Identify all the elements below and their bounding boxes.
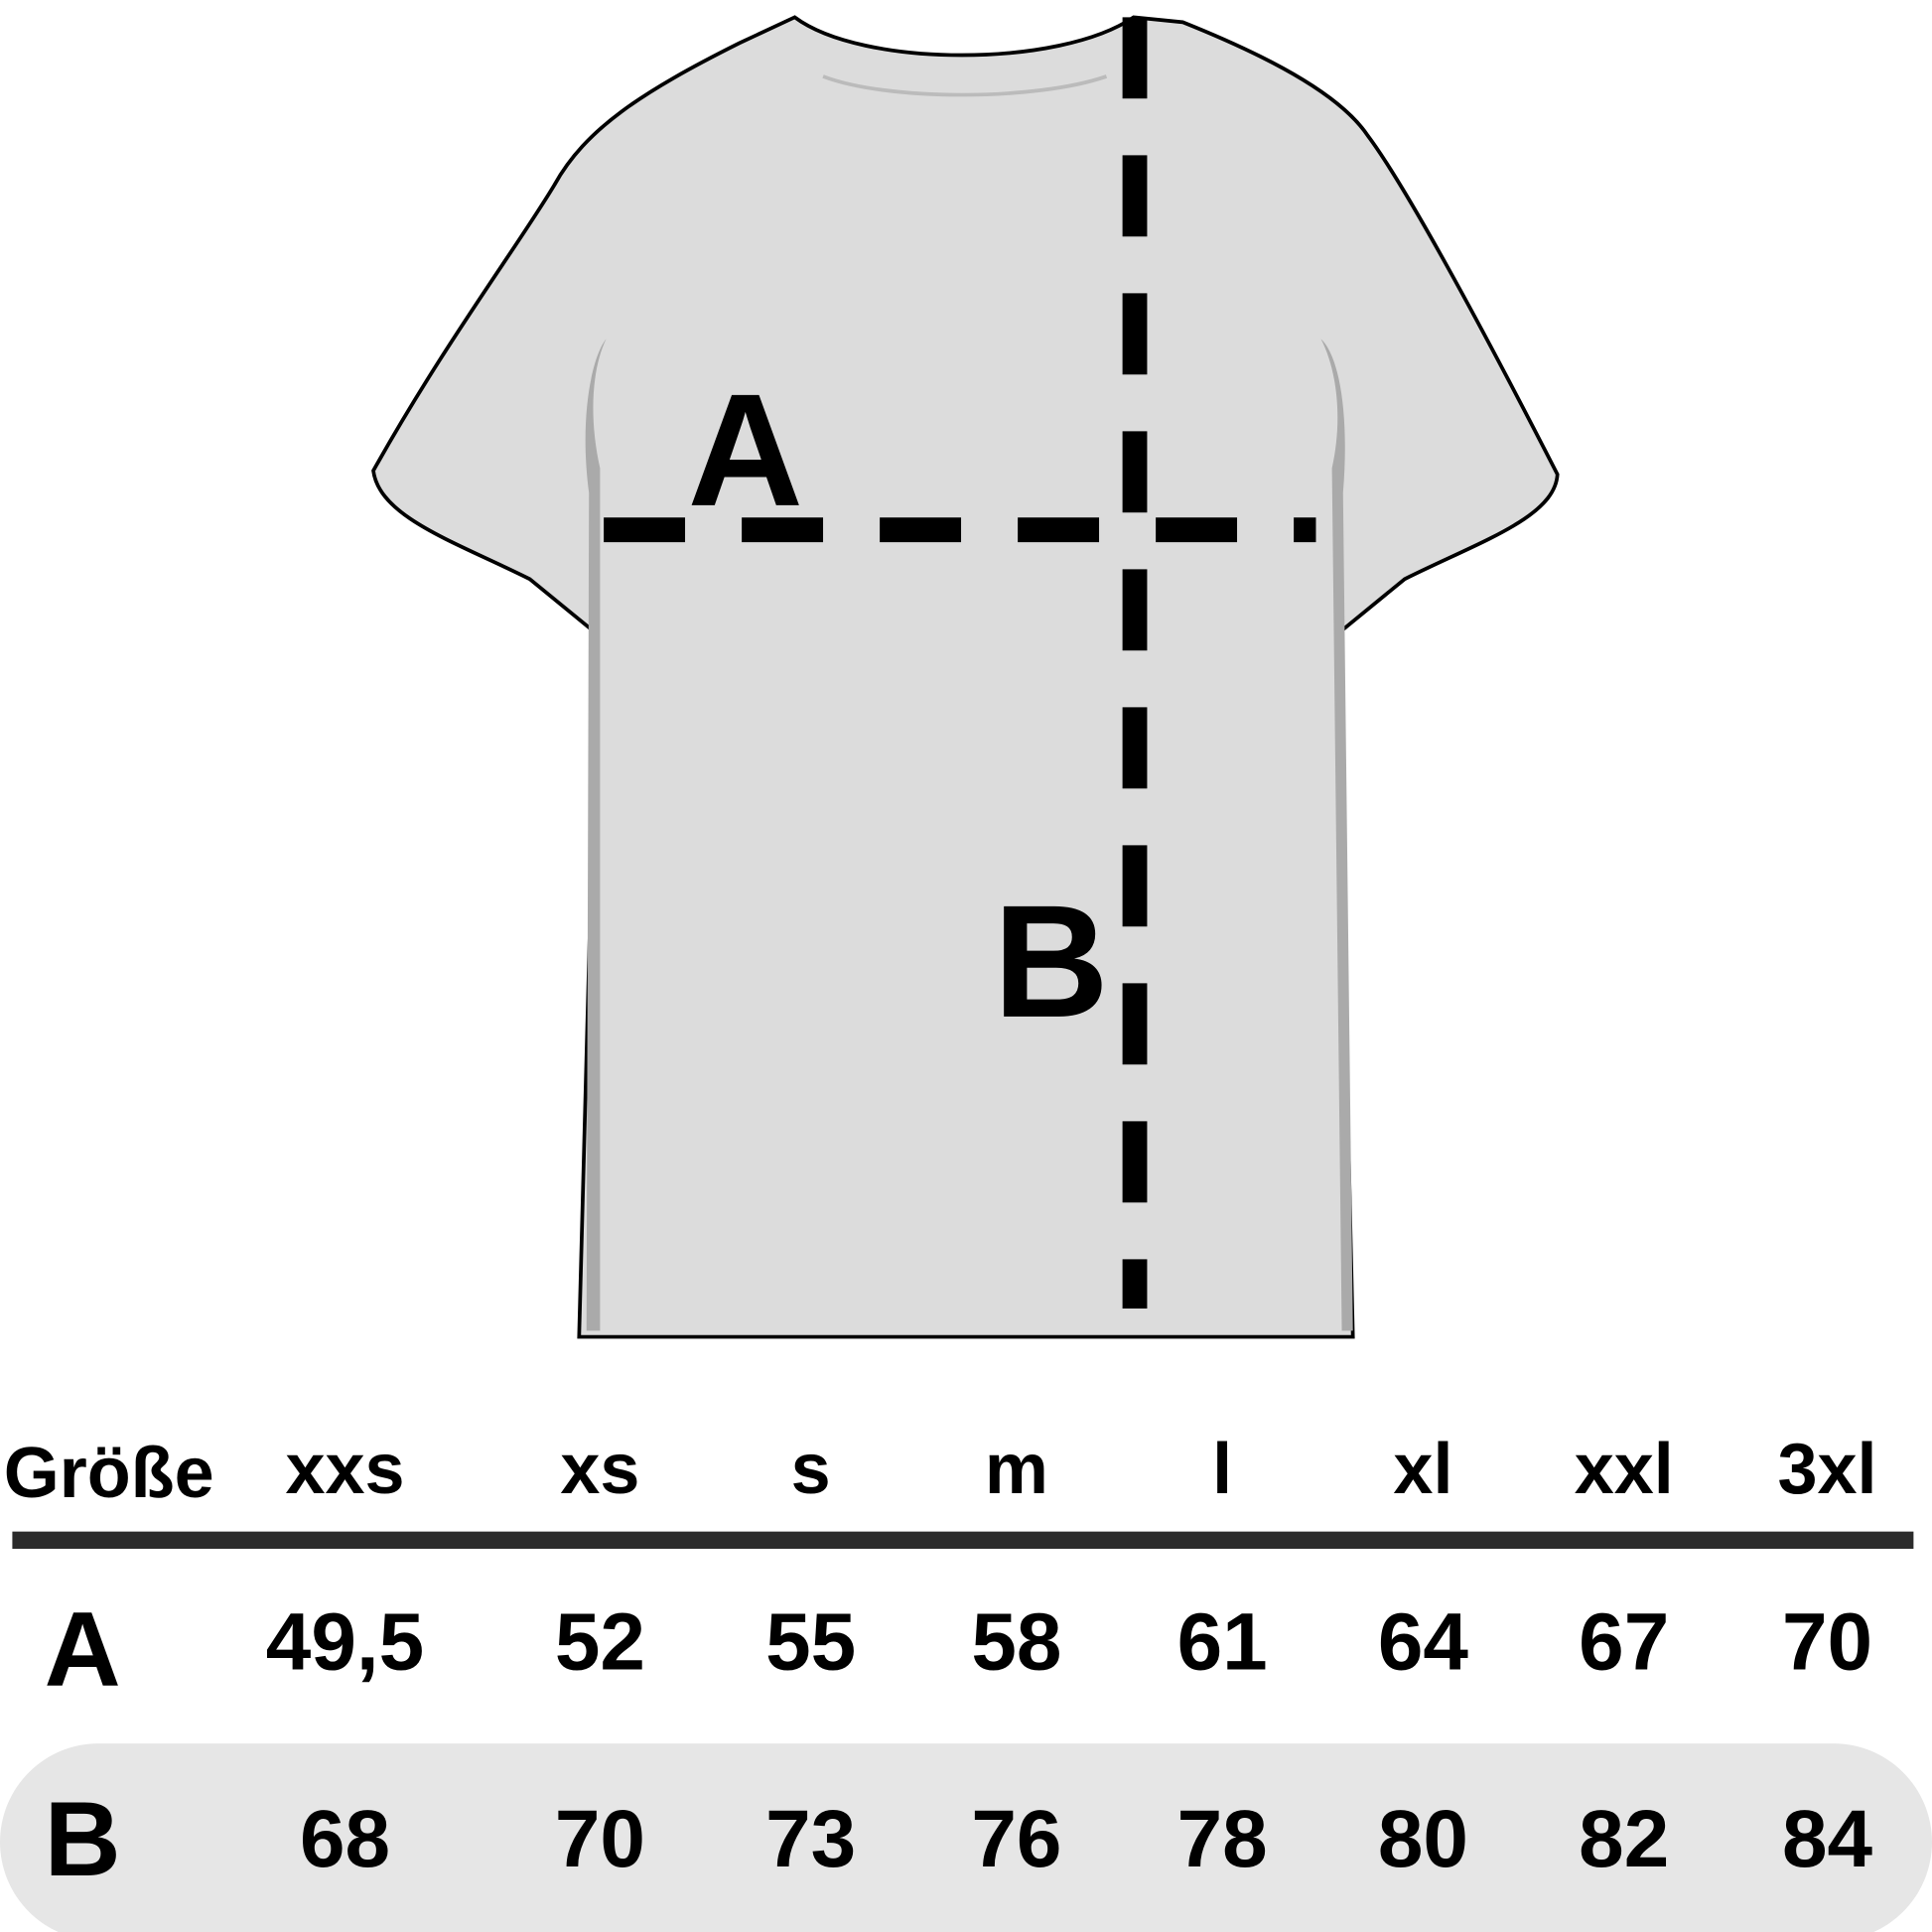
cell-b-xl: 80 bbox=[1378, 1794, 1468, 1884]
size-header-3xl: 3xl bbox=[1777, 1430, 1876, 1509]
cell-b-xs: 70 bbox=[555, 1794, 645, 1884]
header-divider bbox=[12, 1531, 1914, 1550]
size-header-xxl: xxl bbox=[1575, 1430, 1674, 1509]
row-b-band bbox=[0, 1743, 1932, 1932]
cell-b-xxs: 68 bbox=[300, 1794, 390, 1884]
size-table: Größe xxs xs s m l xl xxl 3xl A B 49,5 52 55 58 61 6… bbox=[0, 1430, 1932, 1932]
cell-a-3xl: 70 bbox=[1782, 1597, 1872, 1688]
cell-a-s: 55 bbox=[765, 1597, 856, 1688]
size-header-xl: xl bbox=[1393, 1430, 1452, 1509]
table-values: 49,5 52 55 58 61 64 67 70 68 70 73 76 78 80 82 84 bbox=[266, 1597, 1873, 1885]
cell-a-xs: 52 bbox=[555, 1597, 645, 1688]
tshirt-diagram: A B bbox=[371, 15, 1560, 1339]
cell-b-l: 78 bbox=[1177, 1794, 1268, 1884]
row-a-label: A bbox=[45, 1589, 121, 1709]
cell-b-xxl: 82 bbox=[1579, 1794, 1669, 1884]
cell-a-xxs: 49,5 bbox=[266, 1597, 424, 1688]
cell-a-l: 61 bbox=[1177, 1597, 1268, 1688]
size-header-xxs: xxs bbox=[285, 1430, 404, 1509]
cell-b-3xl: 84 bbox=[1782, 1794, 1873, 1884]
right-fold-shadow bbox=[1320, 339, 1353, 1331]
row-b-label: B bbox=[45, 1779, 121, 1898]
left-fold-shadow bbox=[585, 339, 607, 1331]
cell-a-m: 58 bbox=[971, 1597, 1061, 1688]
size-header-s: s bbox=[791, 1430, 831, 1509]
size-header-l: l bbox=[1212, 1430, 1232, 1509]
cell-a-xxl: 67 bbox=[1579, 1597, 1669, 1688]
cell-b-s: 73 bbox=[765, 1794, 856, 1884]
cell-b-m: 76 bbox=[971, 1794, 1061, 1884]
neck-seam bbox=[822, 74, 1108, 97]
label-a: A bbox=[688, 361, 804, 540]
header-label: Größe bbox=[4, 1434, 214, 1513]
size-headers: xxs xs s m l xl xxl 3xl bbox=[285, 1430, 1876, 1509]
tshirt-outline bbox=[371, 15, 1560, 1339]
size-header-xs: xs bbox=[560, 1430, 639, 1509]
label-b: B bbox=[993, 873, 1109, 1051]
size-header-m: m bbox=[985, 1430, 1048, 1509]
cell-a-xl: 64 bbox=[1378, 1597, 1469, 1688]
